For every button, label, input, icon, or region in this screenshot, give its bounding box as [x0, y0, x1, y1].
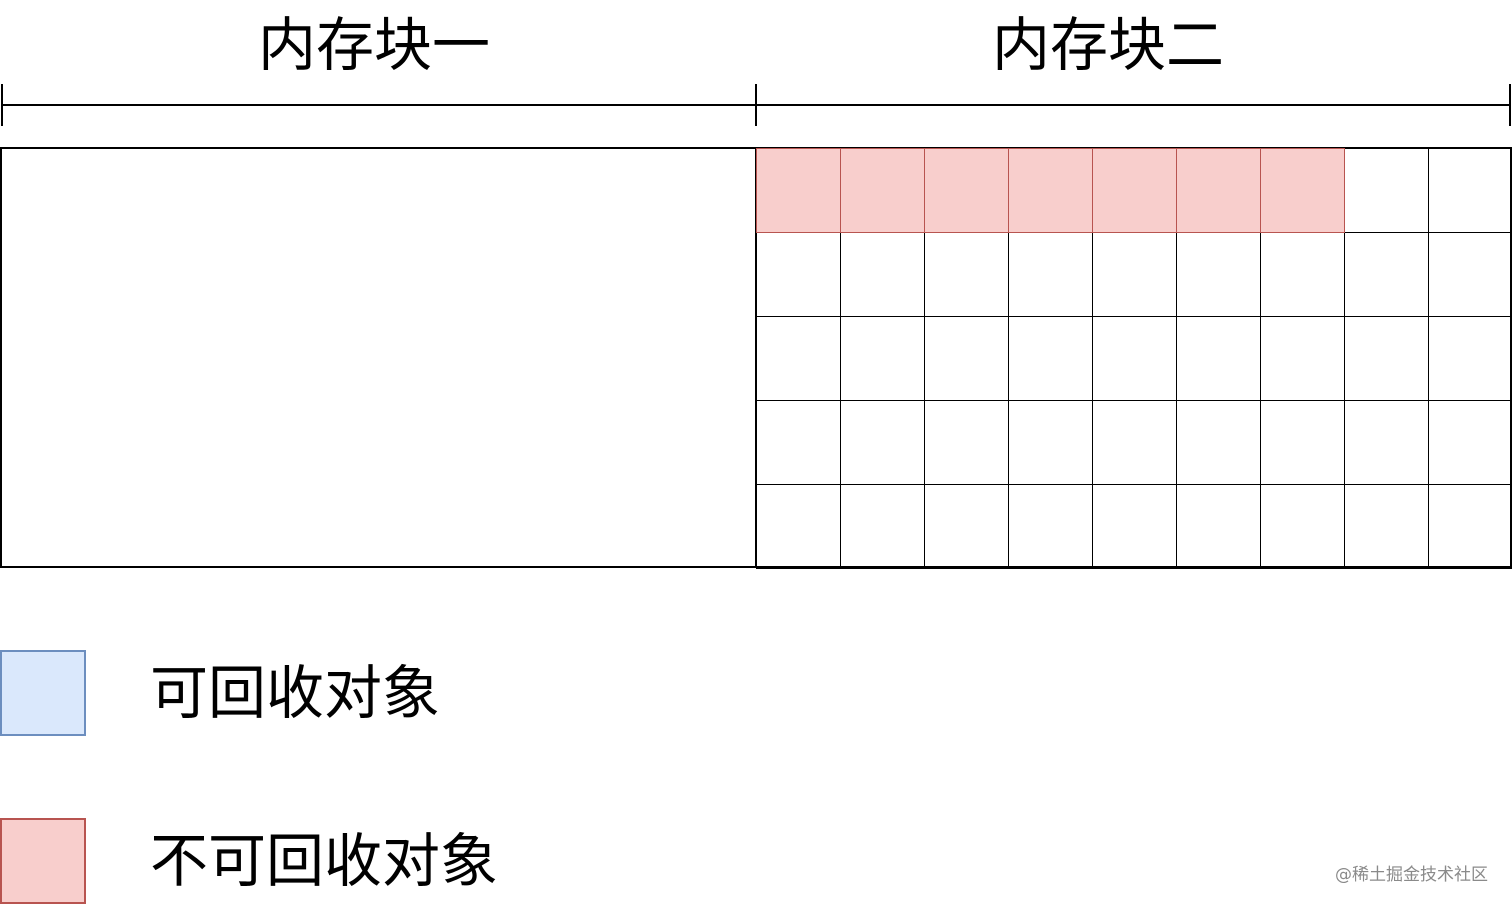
memory-cell — [1008, 400, 1093, 485]
memory-cell — [1176, 484, 1261, 569]
memory-cell — [1176, 400, 1261, 485]
memory-cell — [1092, 232, 1177, 317]
legend-label-recyclable: 可回收对象 — [150, 659, 441, 727]
memory-cell — [1344, 400, 1429, 485]
memory-cell — [1260, 316, 1345, 401]
memory-cell — [1008, 484, 1093, 569]
memory-cell — [924, 400, 1009, 485]
memory-cell — [756, 316, 841, 401]
memory-cell — [924, 484, 1009, 569]
memory-cell — [1344, 484, 1429, 569]
memory-cell — [840, 400, 925, 485]
memory-cell — [1092, 316, 1177, 401]
memory-cell — [1176, 232, 1261, 317]
memory-cell — [1344, 316, 1429, 401]
memory-cell — [1428, 232, 1512, 317]
memory-block-two — [755, 147, 1512, 569]
memory-cell — [1008, 316, 1093, 401]
memory-cell — [840, 484, 925, 569]
memory-cell — [1008, 232, 1093, 317]
non-recyclable-cell — [840, 148, 925, 233]
watermark: @稀土掘金技术社区 — [1335, 865, 1488, 885]
memory-cell — [1260, 400, 1345, 485]
memory-cell — [756, 484, 841, 569]
memory-cell — [924, 316, 1009, 401]
non-recyclable-cell — [756, 148, 841, 233]
memory-cell — [756, 232, 841, 317]
legend-label-non-recyclable: 不可回收对象 — [150, 827, 499, 895]
memory-cell — [1260, 232, 1345, 317]
memory-cell — [1260, 484, 1345, 569]
memory-block-one — [0, 147, 758, 568]
memory-cell — [840, 316, 925, 401]
span-line-block-two — [755, 104, 1511, 106]
memory-cell — [1344, 148, 1429, 233]
memory-cell — [1176, 316, 1261, 401]
span-line-block-one — [1, 104, 757, 106]
block-one-title: 内存块一 — [258, 11, 491, 79]
non-recyclable-cell — [1260, 148, 1345, 233]
memory-cell — [1428, 148, 1512, 233]
memory-cell — [756, 400, 841, 485]
legend-swatch-recyclable — [0, 650, 86, 736]
non-recyclable-cell — [1092, 148, 1177, 233]
memory-cell — [1428, 316, 1512, 401]
memory-cell — [1344, 232, 1429, 317]
memory-cell — [924, 232, 1009, 317]
non-recyclable-cell — [1176, 148, 1261, 233]
non-recyclable-cell — [1008, 148, 1093, 233]
memory-cell — [840, 232, 925, 317]
memory-cell — [1092, 484, 1177, 569]
block-two-title: 内存块二 — [992, 11, 1225, 79]
memory-cell — [1428, 400, 1512, 485]
memory-cell — [1428, 484, 1512, 569]
non-recyclable-cell — [924, 148, 1009, 233]
legend-swatch-non-recyclable — [0, 818, 86, 904]
memory-cell — [1092, 400, 1177, 485]
